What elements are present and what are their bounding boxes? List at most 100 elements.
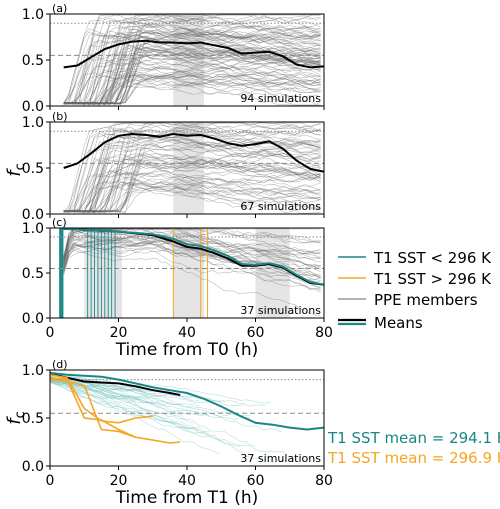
ppe-member-line [63,33,321,105]
ppe-member-line [63,28,321,103]
ppe-member-line [63,228,321,258]
ppe-member-line [63,243,321,284]
ppe-member-line [63,170,321,213]
y-tick-label: 0.5 [22,411,44,427]
ppe-member-line [63,14,321,105]
ppe-member-line [63,158,321,213]
ppe-member-line [63,35,321,105]
y-tick-label: 0.0 [22,207,44,223]
ppe-member-line [63,249,321,317]
ppe-member-line [63,141,321,213]
y-tick-label: 0.5 [22,53,44,69]
ppe-member-line [63,26,321,104]
ppe-member-line [63,47,321,106]
ppe-member-line [63,53,321,105]
ppe-member-line [63,40,321,104]
ppe-member-line [63,74,321,106]
legend-label: T1 SST < 296 K [373,249,492,267]
panel-letter-a: (a) [52,2,67,15]
simulation-count-d: 37 simulations [240,452,321,465]
ppe-member-line [63,58,321,105]
ppe-member-line [63,14,321,105]
ppe-member-line [63,73,321,105]
ppe-member-line [63,146,321,213]
legend-item-2: PPE members [338,291,478,309]
ppe-member-line [63,47,321,105]
ppe-member-line [63,47,321,105]
ppe-member-line [63,75,321,105]
ppe-member-line [63,37,321,105]
ppe-member-line [63,29,321,105]
ppe-member-line [63,242,321,276]
y-axis-label: fc [4,163,28,177]
ppe-member-line [63,31,321,105]
ppe-member-line [63,176,321,212]
panel-letter-c: (c) [52,216,67,229]
ppe-member-line [63,152,321,213]
ppe-member-line [63,43,321,104]
ppe-member-line [63,228,321,259]
ppe-member-line [63,23,321,104]
x-tick-label: 20 [110,473,128,489]
ppe-member-line [63,182,321,214]
ppe-member-line [63,77,321,106]
ppe-member-line [63,59,321,106]
x-tick-label: 40 [178,325,196,341]
ppe-member-line [63,133,321,213]
ppe-member-line [63,14,321,105]
x-tick-label: 80 [315,325,333,341]
shaded-region-c-0 [84,228,122,318]
ppe-member-line [63,185,321,214]
ppe-member-line [63,15,321,105]
ppe-member-line [63,72,321,104]
ppe-member-line [63,122,321,213]
ppe-member-line [63,142,321,214]
ppe-member-line [63,158,321,213]
ppe-member-line [63,228,321,261]
ppe-member-line [63,239,321,291]
ppe-member-line [63,64,321,104]
ppe-member-line [63,228,321,258]
y-tick-label: 0.0 [22,311,44,327]
ppe-member-line [63,24,321,105]
ppe-member-line [63,31,321,105]
ppe-member-line [63,170,321,213]
ppe-member-line [63,22,321,105]
ppe-member-line [63,233,321,280]
ppe-member-line [63,150,321,213]
ppe-member-line [63,78,321,105]
y-tick-label: 1.0 [22,221,44,237]
mean-line-1 [63,227,325,286]
x-tick-label: 80 [315,473,333,489]
ppe-member-line [63,81,321,106]
ppe-member-line [49,380,117,399]
x-axis-label: Time from T1 (h) [115,488,259,508]
ppe-member-line [63,186,321,212]
mean-line-0 [49,372,181,396]
ppe-member-line [63,124,321,213]
warm-sst-line-2 [49,378,136,438]
ppe-member-line [63,160,321,213]
ppe-member-line [63,18,321,105]
ppe-member-line [63,27,321,105]
ppe-member-line [63,170,321,214]
ppe-member-line [63,173,321,213]
y-tick-label: 0.0 [22,99,44,115]
y-tick-label: 0.0 [22,459,44,475]
y-tick-label: 0.5 [22,266,44,282]
mean-line [63,132,325,173]
ppe-member-line [63,71,321,105]
ppe-member-line [63,240,321,269]
legend-label: Means [374,314,423,332]
ppe-member-line [63,124,321,212]
legend-item-3: Means [338,314,423,332]
ppe-member-line [63,31,321,105]
ppe-member-line [63,122,321,213]
panel-letter-d: (d) [52,358,68,371]
ppe-member-line [63,235,321,268]
x-tick-label: 60 [247,325,265,341]
ppe-member-line [63,131,321,213]
ppe-member-line [63,17,321,104]
ppe-member-line [63,73,321,105]
